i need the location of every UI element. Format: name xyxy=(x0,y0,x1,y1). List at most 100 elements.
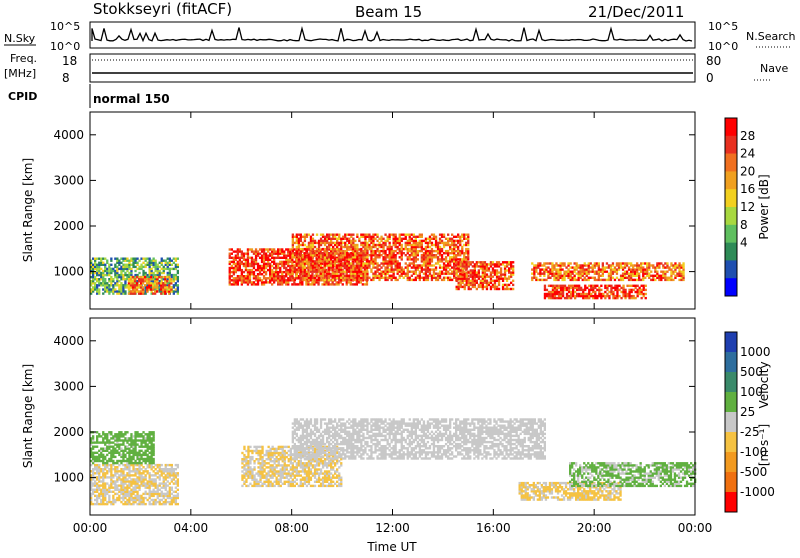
power-cell xyxy=(287,281,289,283)
power-cell xyxy=(439,258,441,260)
power-cell xyxy=(265,257,267,259)
power-cell xyxy=(628,275,630,277)
power-cell xyxy=(384,240,386,242)
power-cell xyxy=(306,256,308,258)
power-cell xyxy=(231,279,233,281)
power-cell xyxy=(241,273,243,275)
velocity-cell xyxy=(145,454,147,456)
power-cell xyxy=(336,244,338,246)
velocity-cell xyxy=(108,489,110,491)
velocity-cell xyxy=(167,493,169,495)
power-cell xyxy=(271,250,273,252)
power-cell xyxy=(263,265,265,267)
power-cell xyxy=(380,271,382,273)
power-cell xyxy=(263,269,265,271)
velocity-cell xyxy=(102,468,104,470)
power-cell xyxy=(346,266,348,268)
power-cell xyxy=(582,295,584,297)
velocity-cell xyxy=(157,487,159,489)
power-cell xyxy=(401,240,403,242)
power-cell xyxy=(403,277,405,279)
velocity-cell xyxy=(140,454,142,456)
power-cell xyxy=(334,273,336,275)
velocity-cell xyxy=(116,493,118,495)
power-cell xyxy=(393,252,395,254)
velocity-cell xyxy=(163,497,165,499)
power-cell xyxy=(332,246,334,248)
velocity-cell xyxy=(126,472,128,474)
power-cell xyxy=(98,266,100,268)
power-cell xyxy=(433,250,435,252)
power-cell xyxy=(626,271,628,273)
power-cell xyxy=(261,269,263,271)
power-cell xyxy=(94,278,96,280)
power-cell xyxy=(102,282,104,284)
power-cell xyxy=(435,250,437,252)
power-cell xyxy=(352,266,354,268)
power-cell xyxy=(455,244,457,246)
power-cell xyxy=(310,266,312,268)
power-cell xyxy=(277,263,279,265)
power-cell xyxy=(360,244,362,246)
power-cell xyxy=(263,261,265,263)
power-cell xyxy=(421,236,423,238)
power-cell xyxy=(427,275,429,277)
power-cell xyxy=(566,293,568,295)
power-cell xyxy=(545,279,547,281)
power-cell xyxy=(344,256,346,258)
power-cell xyxy=(257,265,259,267)
velocity-cell xyxy=(122,474,124,476)
power-cell xyxy=(243,265,245,267)
power-cell xyxy=(237,269,239,271)
power-cell xyxy=(384,256,386,258)
power-cell xyxy=(251,248,253,250)
power-cell xyxy=(478,271,480,273)
velocity-cell xyxy=(173,497,175,499)
power-cell xyxy=(298,262,300,264)
power-cell xyxy=(447,250,449,252)
velocity-cell xyxy=(124,431,126,433)
power-cell xyxy=(142,292,144,294)
power-cell xyxy=(622,291,624,293)
velocity-cell xyxy=(165,501,167,503)
power-cell xyxy=(676,264,678,266)
power-cell xyxy=(112,278,114,280)
power-cell xyxy=(586,295,588,297)
power-cell xyxy=(451,252,453,254)
power-cell xyxy=(340,248,342,250)
power-cell xyxy=(560,291,562,293)
power-cell xyxy=(263,250,265,252)
power-cell xyxy=(484,271,486,273)
velocity-cell xyxy=(122,435,124,437)
power-cell xyxy=(567,262,569,264)
power-cell xyxy=(320,279,322,281)
velocity-cell xyxy=(106,501,108,503)
power-cell xyxy=(328,244,330,246)
power-cell xyxy=(302,242,304,244)
velocity-cell xyxy=(92,470,94,472)
power-cell xyxy=(342,258,344,260)
power-cell xyxy=(397,279,399,281)
velocity-cell xyxy=(122,489,124,491)
velocity-cell xyxy=(126,493,128,495)
power-cell xyxy=(291,283,293,285)
power-cell xyxy=(104,274,106,276)
power-cell xyxy=(157,264,159,266)
power-cell xyxy=(233,250,235,252)
power-cell xyxy=(134,258,136,260)
power-cell xyxy=(340,258,342,260)
power-cell xyxy=(470,288,472,290)
power-cell xyxy=(126,286,128,288)
power-cell xyxy=(620,279,622,281)
power-cell xyxy=(358,262,360,264)
velocity-cell xyxy=(147,439,149,441)
velocity-cell xyxy=(134,462,136,464)
power-cell xyxy=(384,252,386,254)
power-cell xyxy=(553,275,555,277)
power-cell xyxy=(642,275,644,277)
power-cell xyxy=(153,262,155,264)
power-cell xyxy=(594,295,596,297)
power-cell xyxy=(283,250,285,252)
power-cell xyxy=(453,244,455,246)
power-cell xyxy=(506,284,508,286)
